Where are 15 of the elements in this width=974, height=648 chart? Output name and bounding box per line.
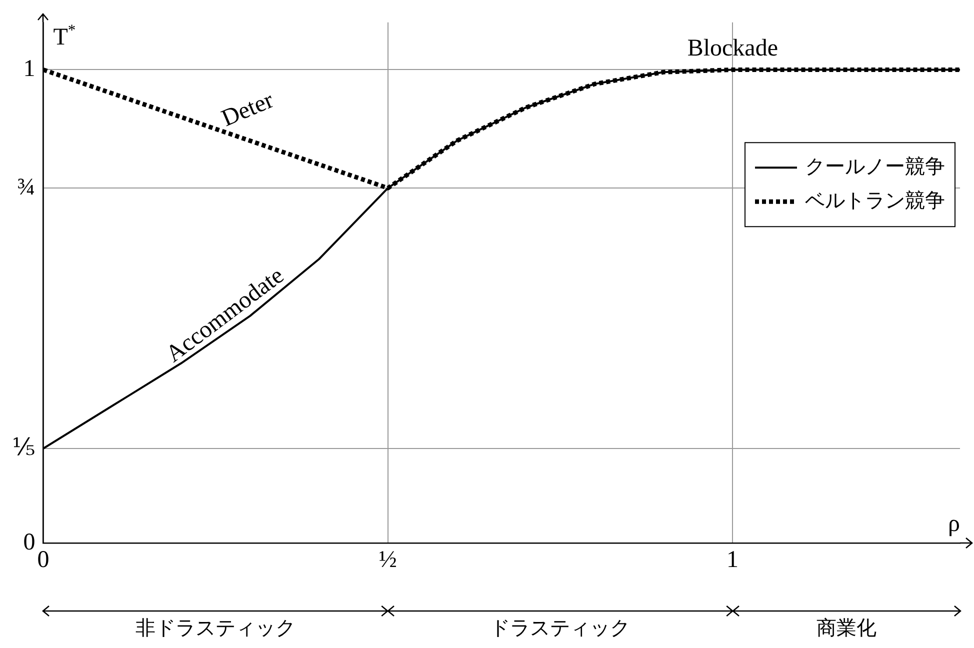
- x-axis-title: ρ: [948, 511, 960, 538]
- text: ドラスティック: [490, 615, 630, 640]
- x-tick-label: 1: [726, 546, 739, 573]
- legend-label: クールノー競争: [805, 154, 945, 178]
- x-tick-label: ½: [378, 546, 397, 573]
- legend-label: ベルトラン競争: [805, 188, 945, 212]
- y-axis-title: T*: [53, 22, 76, 50]
- y-tick-label: ¾: [17, 174, 36, 200]
- y-tick-label: 1: [23, 56, 36, 82]
- annotation: Deter: [218, 87, 278, 132]
- y-tick-label: ⅕: [12, 434, 36, 461]
- text: 非ドラスティック: [136, 615, 296, 640]
- text: 商業化: [816, 615, 876, 640]
- y-tick-label: 0: [23, 529, 36, 556]
- annotation: Blockade: [687, 36, 778, 62]
